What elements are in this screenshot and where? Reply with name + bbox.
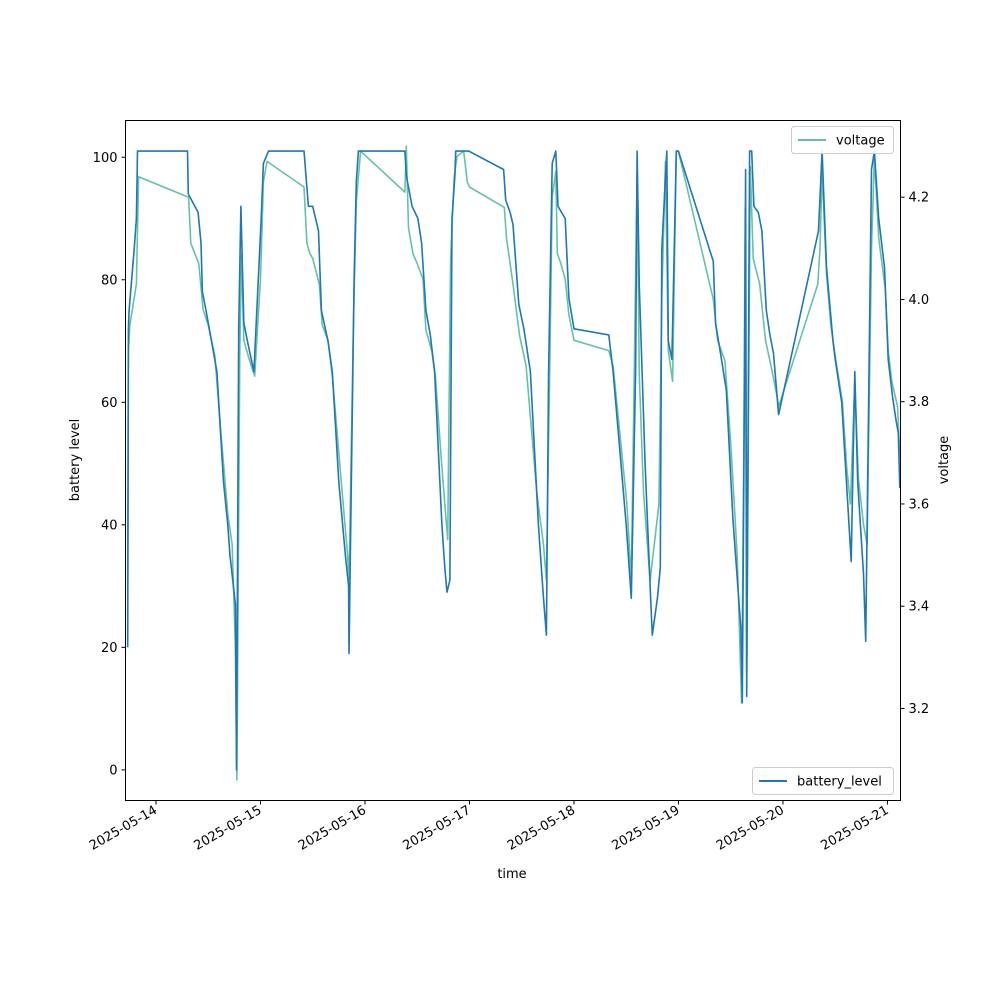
- legend-voltage-label: voltage: [836, 134, 885, 149]
- y-axis-right: 3.2 3.4 3.6 3.8 4.0 4.2: [900, 191, 930, 717]
- y-right-tick-label: 4.2: [909, 191, 930, 206]
- y-left-tick-label: 20: [101, 641, 118, 656]
- series-layer: [126, 145, 901, 781]
- y-left-tick-label: 100: [93, 151, 118, 166]
- y-right-tick-label: 3.2: [909, 702, 930, 717]
- legend-battery-level-box: [752, 767, 894, 795]
- y-left-tick-label: 80: [101, 273, 118, 288]
- plot-frame: [125, 120, 901, 801]
- y-right-tick-label: 3.6: [909, 497, 930, 512]
- y-right-tick-label: 4.0: [909, 293, 930, 308]
- y-axis-left: 0 20 40 60 80 100: [93, 151, 126, 778]
- y-right-tick-label: 3.4: [909, 600, 930, 615]
- y-axis-left-label: battery level: [68, 419, 83, 502]
- y-left-tick-label: 40: [101, 518, 118, 533]
- x-axis-label: time: [497, 867, 526, 882]
- series-line-battery-level: [126, 150, 901, 771]
- legend-battery-level-label: battery_level: [797, 775, 882, 790]
- y-left-tick-label: 60: [101, 396, 118, 411]
- y-axis-right-label: voltage: [937, 436, 952, 485]
- legend-battery-level: battery_level: [752, 767, 894, 795]
- y-right-tick-label: 3.8: [909, 395, 930, 410]
- y-left-tick-label: 0: [109, 763, 117, 778]
- legend-voltage: voltage: [791, 126, 894, 154]
- series-line-voltage: [126, 145, 901, 781]
- legend-voltage-box: [791, 126, 894, 154]
